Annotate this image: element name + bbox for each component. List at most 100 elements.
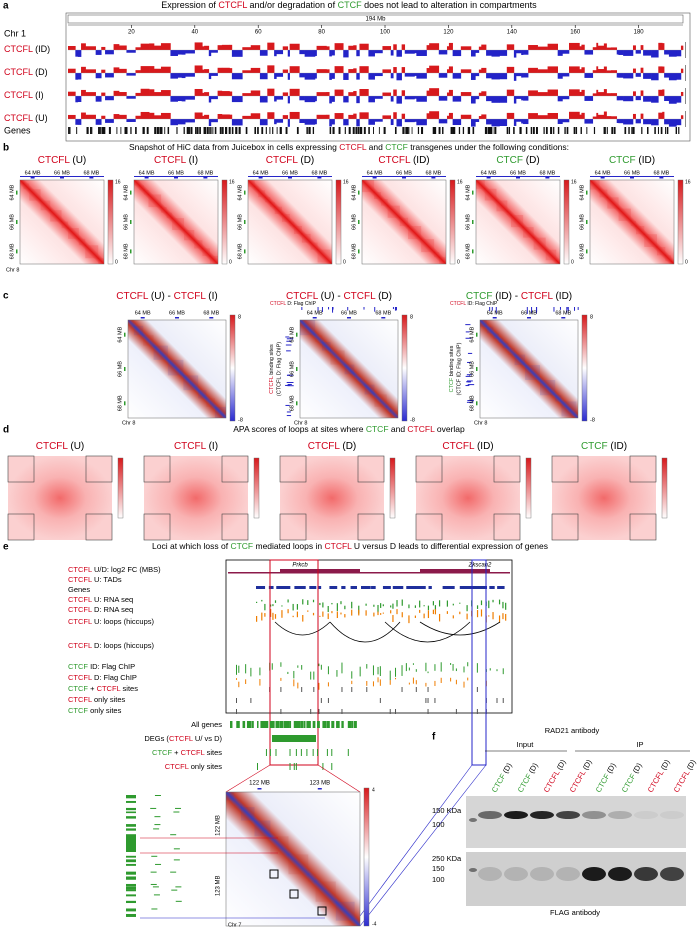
chip-peak (374, 307, 376, 312)
site (395, 709, 397, 714)
colorbar (253, 457, 260, 519)
browser-track-label-part: CTCFL (68, 595, 92, 604)
axis-tick-label: 66 MB (237, 214, 243, 230)
rnaseq-d (392, 615, 394, 623)
track-label-part: (U) (33, 113, 48, 123)
rnaseq-u (466, 605, 468, 612)
band (469, 818, 477, 822)
rnaseq-d (319, 615, 321, 617)
compartment (610, 93, 618, 96)
compartment (597, 45, 605, 50)
compartment (208, 73, 212, 80)
compartment (592, 93, 597, 96)
browser-track-label: CTCFL D: loops (hiccups) (68, 641, 154, 650)
compartment (208, 50, 212, 57)
all-gene (293, 721, 298, 728)
compartment (95, 50, 102, 55)
tad (144, 190, 149, 195)
chip-ctcf (440, 662, 442, 672)
lane-label: CTCFL (D) (646, 758, 672, 794)
compartment (581, 89, 585, 96)
site (301, 687, 303, 692)
tad (330, 350, 345, 365)
tad (172, 218, 185, 231)
gene (525, 127, 528, 134)
map-label-part: (ID) (553, 291, 572, 302)
site (326, 749, 328, 756)
compartment (643, 50, 652, 56)
side-site (151, 908, 158, 910)
axis-tick-mark (16, 190, 18, 195)
all-gene (303, 721, 306, 728)
band (556, 811, 580, 819)
browser-track-label-part: CTCFL (68, 617, 92, 626)
tad (439, 257, 446, 264)
lane-label-part: (D) (658, 758, 672, 774)
tad (381, 199, 388, 206)
gene (91, 127, 93, 134)
top-track (248, 176, 332, 177)
tad (254, 820, 271, 837)
gene (189, 127, 191, 134)
compartment (592, 116, 597, 119)
compartment (250, 45, 261, 50)
gene (199, 127, 201, 134)
tad (484, 188, 497, 201)
tad-bar (228, 572, 510, 574)
compartment (623, 50, 634, 56)
compartment (557, 50, 563, 56)
compartment (635, 50, 641, 54)
rnaseq-d (272, 612, 274, 620)
chip-ctcf (412, 663, 414, 665)
chip-ctcfl (236, 678, 237, 680)
compartment (470, 73, 476, 80)
compartment (547, 112, 558, 119)
gene (394, 127, 397, 134)
gene (212, 127, 214, 134)
compartment (616, 119, 619, 124)
band (504, 867, 528, 881)
axis-tick-label: 64 MB (579, 184, 585, 200)
compartment (584, 119, 594, 124)
map-label-part: CTCF (496, 155, 523, 166)
map-label-part: CTCFL (308, 441, 341, 452)
side-gene (126, 889, 136, 892)
axis-tick-label: 66 MB (624, 170, 640, 176)
site (427, 698, 429, 703)
compartment (446, 115, 450, 119)
browser-track-label-part: D: loops (hiccups) (92, 641, 155, 650)
chip-ctcf (301, 665, 303, 670)
compartment (140, 66, 150, 73)
panel-title-part: CTCF (338, 0, 362, 10)
gene (624, 127, 627, 134)
compartment (610, 70, 618, 73)
gene (164, 127, 166, 134)
compartment (77, 119, 82, 125)
compartment (202, 115, 205, 119)
compartment (658, 42, 663, 50)
apa-corner (357, 455, 385, 483)
apa-corner (493, 455, 521, 483)
axis-tick-label: 66 MB (289, 361, 295, 377)
tad (68, 228, 79, 239)
summary-track-label-part: U/ vs D) (193, 734, 223, 743)
compartment (569, 89, 580, 96)
chip-ctcfl (463, 681, 465, 688)
summary-track-label-part: + (172, 748, 181, 757)
rnaseq-u (432, 601, 434, 606)
ruler-label: 120 (443, 30, 454, 36)
compartment (499, 96, 508, 103)
rnaseq-u (408, 604, 410, 609)
compartment (610, 47, 618, 50)
map-label: CTCFL (U) - CTCFL (I) (116, 291, 217, 302)
chip-ctcfl (389, 680, 391, 685)
map-label: CTCFL (U) (36, 441, 85, 452)
tad (335, 901, 355, 921)
rnaseq-u (270, 604, 272, 607)
tad (434, 252, 440, 258)
map-label-part: CTCF (581, 441, 608, 452)
chip-peak (467, 384, 475, 386)
chip-ctcf (401, 665, 403, 676)
all-gene (279, 721, 284, 728)
loop-arc (384, 621, 471, 643)
